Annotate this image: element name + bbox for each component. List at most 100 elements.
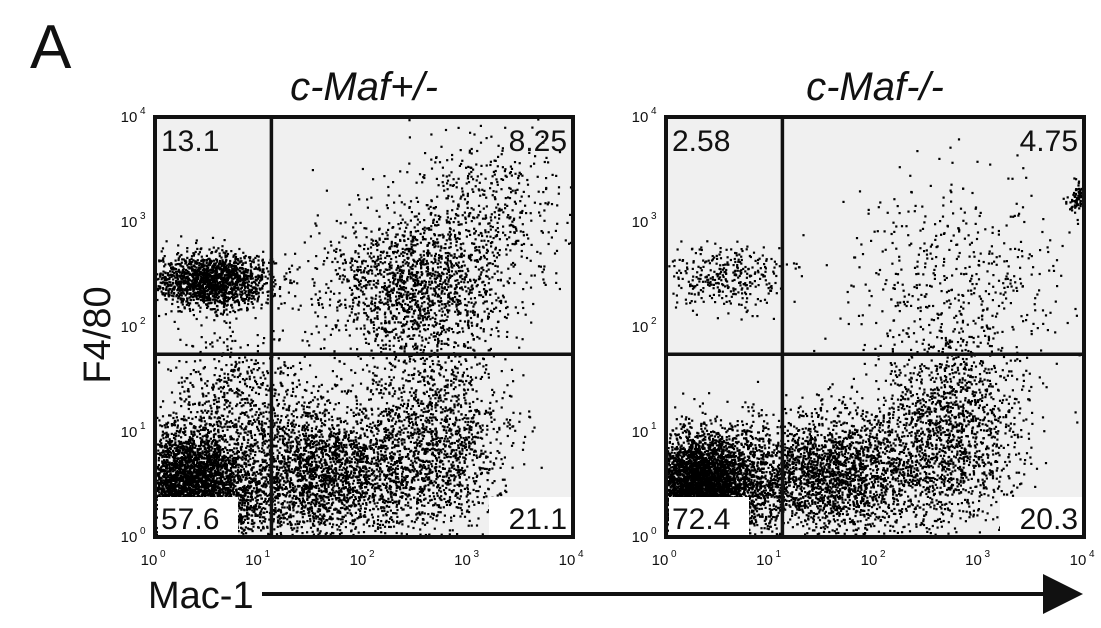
scatter-point (225, 285, 228, 288)
scatter-point (186, 271, 189, 274)
scatter-point (216, 300, 219, 303)
scatter-point (213, 454, 216, 457)
scatter-point (177, 494, 181, 498)
scatter-point (203, 450, 207, 454)
scatter-point (229, 311, 232, 314)
scatter-point (208, 447, 211, 450)
scatter-point (265, 510, 269, 513)
scatter-point (220, 288, 223, 291)
scatter-point (283, 278, 286, 281)
scatter-point (183, 472, 186, 475)
scatter-point (228, 456, 231, 459)
scatter-point (251, 272, 254, 275)
scatter-point (207, 294, 210, 297)
scatter-point (193, 265, 196, 268)
scatter-point (202, 297, 205, 301)
scatter-point (168, 276, 171, 280)
scatter-point (188, 261, 191, 264)
scatter-point (193, 286, 196, 289)
scatter-point (201, 263, 204, 266)
scatter-point (196, 291, 199, 295)
scatter-point (217, 451, 220, 454)
scatter-point (240, 508, 243, 511)
scatter-point (231, 292, 234, 295)
scatter-point (170, 467, 173, 470)
scatter-point (226, 267, 229, 270)
scatter-point (202, 284, 205, 287)
scatter-point (247, 283, 250, 286)
scatter-point (275, 262, 278, 265)
scatter-point (236, 280, 239, 283)
scatter-point (222, 450, 225, 453)
scatter-point (244, 487, 247, 490)
scatter-point (181, 269, 185, 272)
scatter-point (174, 443, 177, 446)
scatter-point (219, 276, 222, 279)
scatter-point (246, 269, 250, 272)
scatter-point (286, 424, 289, 427)
scatter-point (176, 253, 179, 256)
scatter-point (164, 485, 167, 488)
scatter-point (193, 291, 196, 294)
scatter-point (165, 285, 168, 288)
scatter-point (188, 483, 192, 486)
scatter-point (209, 261, 212, 265)
scatter-point (214, 298, 217, 301)
scatter-point (243, 528, 246, 531)
scatter-point (217, 287, 220, 291)
scatter-point (220, 264, 223, 268)
scatter-point (161, 276, 164, 279)
scatter-point (177, 446, 180, 449)
scatter-point (243, 289, 246, 292)
scatter-point (166, 283, 170, 286)
scatter-point (237, 259, 240, 262)
scatter-point (233, 311, 237, 314)
scatter-point (192, 290, 195, 293)
scatter-point (250, 282, 253, 285)
scatter-point (193, 463, 196, 466)
scatter-point (189, 481, 192, 484)
scatter-point (176, 278, 180, 281)
scatter-point (197, 277, 200, 281)
scatter-point (196, 451, 199, 454)
scatter-point (160, 290, 163, 293)
scatter-point (203, 462, 206, 466)
scatter-point (219, 421, 222, 424)
scatter-point (243, 301, 246, 305)
scatter-point (249, 499, 252, 502)
scatter-point (194, 262, 197, 265)
scatter-point (211, 295, 215, 298)
scatter-point (168, 281, 171, 284)
scatter-point (171, 489, 174, 493)
scatter-point (223, 291, 226, 294)
scatter-point (230, 476, 233, 479)
scatter-point (211, 463, 214, 466)
scatter-point (195, 457, 199, 461)
scatter-point (272, 477, 275, 480)
scatter-point (161, 247, 165, 250)
scatter-point (235, 274, 238, 277)
scatter-point (194, 279, 197, 282)
scatter-point (173, 493, 176, 496)
scatter-point (224, 252, 227, 255)
scatter-point (191, 444, 194, 447)
scatter-point (198, 433, 202, 436)
scatter-point (164, 263, 167, 266)
scatter-point (223, 274, 226, 277)
scatter-point (212, 281, 215, 284)
scatter-point (242, 262, 245, 265)
scatter-point (213, 453, 216, 456)
scatter-point (206, 280, 209, 283)
scatter-point (226, 313, 229, 316)
scatter-point (242, 299, 245, 302)
scatter-point (197, 456, 200, 459)
scatter-point (217, 486, 220, 489)
scatter-point (237, 288, 240, 291)
scatter-point (220, 280, 224, 283)
scatter-point (230, 286, 233, 289)
scatter-point (190, 265, 193, 269)
scatter-point (228, 292, 231, 295)
scatter-point (162, 481, 165, 484)
scatter-point (279, 286, 282, 289)
scatter-point (182, 267, 185, 270)
